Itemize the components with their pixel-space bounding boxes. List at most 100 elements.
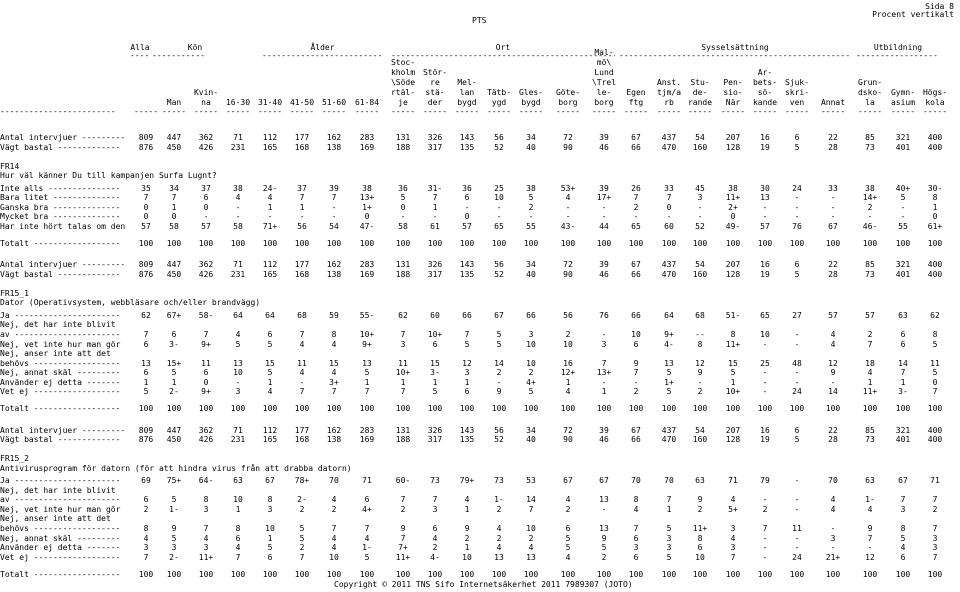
cell-value: 6: [633, 340, 639, 349]
cell-value: 4: [235, 330, 241, 339]
cell-value: 3: [235, 387, 241, 396]
cell-value: 1: [464, 543, 470, 552]
cell-value: 876: [138, 435, 154, 444]
column-header-line: sio-: [723, 88, 743, 97]
column-group-rule: ----------------------------------------…: [391, 51, 615, 60]
cell-value: 326: [427, 133, 443, 142]
cell-value: 2+: [728, 203, 738, 212]
cell-value: 100: [523, 570, 539, 579]
cell-value: 52: [695, 222, 705, 231]
column-header-line: mö\: [596, 58, 612, 67]
cell-value: 73: [865, 435, 875, 444]
cell-value: 67+: [166, 311, 182, 320]
cell-value: 5: [299, 534, 305, 543]
cell-value: 317: [427, 435, 443, 444]
cell-value: 100: [491, 404, 507, 413]
cell-value: 5: [794, 435, 800, 444]
cell-value: 12+: [560, 368, 576, 377]
cell-value: 5: [666, 553, 672, 562]
cell-value: 100: [895, 404, 911, 413]
column-header-line: Högs-: [922, 88, 948, 97]
cell-value: 168: [294, 143, 310, 152]
cell-value: 7: [633, 368, 639, 377]
cell-value: -: [830, 543, 836, 552]
cell-value: 100: [560, 239, 576, 248]
cell-value: 5: [601, 543, 607, 552]
cell-value: 66: [631, 270, 641, 279]
cell-value: 10+: [725, 387, 741, 396]
cell-value: 1: [364, 378, 370, 387]
cell-value: 7: [364, 387, 370, 396]
cell-value: 100: [262, 404, 278, 413]
cell-value: -: [830, 203, 836, 212]
cell-value: 1: [299, 203, 305, 212]
column-group-label: Ort: [495, 43, 511, 52]
row-label: Totalt ------------------: [0, 570, 121, 579]
cell-value: 2: [867, 203, 873, 212]
cell-value: 25: [760, 359, 770, 368]
cell-value: 60: [430, 311, 440, 320]
cell-value: 362: [198, 133, 214, 142]
cell-value: 1-: [865, 495, 875, 504]
cell-value: 437: [661, 133, 677, 142]
column-header-rule: -----: [390, 107, 416, 116]
cell-value: 100: [359, 570, 375, 579]
column-header-rule: -----: [193, 107, 219, 116]
cell-value: 1-: [494, 495, 504, 504]
cell-value: 6: [432, 340, 438, 349]
cell-value: 51-: [725, 311, 741, 320]
cell-value: 76: [792, 222, 802, 231]
cell-value: 4: [730, 534, 736, 543]
cell-value: -: [794, 340, 800, 349]
answer-row: Ja ---------------------- 69 75+ 64- 63 67 78+…: [0, 476, 960, 486]
column-header-line: 41-50: [289, 98, 315, 107]
column-header-rule: -----: [890, 107, 916, 116]
total-row: Totalt ------------------ 100 100 100 100 100…: [0, 570, 960, 580]
cell-value: 8: [143, 524, 149, 533]
row-label: Ganska bra --------------: [0, 203, 121, 212]
base-row: Antal intervjuer --------- 809 447 362 71 112…: [0, 426, 960, 436]
column-header-line: Ar-: [757, 68, 773, 77]
cell-value: 100: [725, 239, 741, 248]
row-label: Nej, vet inte hur man gör: [0, 340, 121, 349]
column-header-line: borg: [594, 98, 614, 107]
total-row: Totalt ------------------ 100 100 100 100 100…: [0, 404, 960, 414]
answer-row: Nej, anser inte att det: [0, 349, 960, 359]
cell-value: 5: [932, 368, 938, 377]
cell-value: 4: [496, 543, 502, 552]
cell-value: 5: [794, 270, 800, 279]
cell-value: 6: [633, 534, 639, 543]
cell-value: 6: [794, 260, 800, 269]
cell-value: 100: [927, 239, 943, 248]
column-group-label: Kön: [187, 43, 203, 52]
cell-value: 2: [331, 505, 337, 514]
cell-value: 7: [932, 387, 938, 396]
cell-value: 7: [730, 553, 736, 562]
cell-value: 67: [265, 476, 275, 485]
cell-value: 100: [427, 404, 443, 413]
cell-value: 2: [762, 505, 768, 514]
cell-value: 100: [262, 239, 278, 248]
cell-value: 7: [932, 553, 938, 562]
cell-value: 809: [138, 426, 154, 435]
column-header-line: skri-: [784, 88, 810, 97]
cell-value: 7: [633, 524, 639, 533]
cell-value: 7: [400, 534, 406, 543]
cell-value: 7: [900, 368, 906, 377]
row-label: Antal intervjuer ---------: [0, 133, 126, 142]
column-header-line: ftg: [628, 98, 644, 107]
cell-value: 100: [825, 570, 841, 579]
cell-value: 9: [867, 524, 873, 533]
cell-value: 8: [203, 495, 209, 504]
cell-value: 100: [789, 404, 805, 413]
cell-value: 71: [728, 476, 738, 485]
cell-value: 2: [400, 505, 406, 514]
cell-value: 13: [664, 359, 674, 368]
column-group-rule: -----------------: [856, 51, 938, 60]
cell-value: 72: [563, 426, 573, 435]
cell-value: 3: [697, 193, 703, 202]
column-header-line: kholm: [390, 68, 416, 77]
cell-value: 71: [233, 260, 243, 269]
cell-value: 5: [299, 524, 305, 533]
column-header-line: 51-60: [321, 98, 347, 107]
